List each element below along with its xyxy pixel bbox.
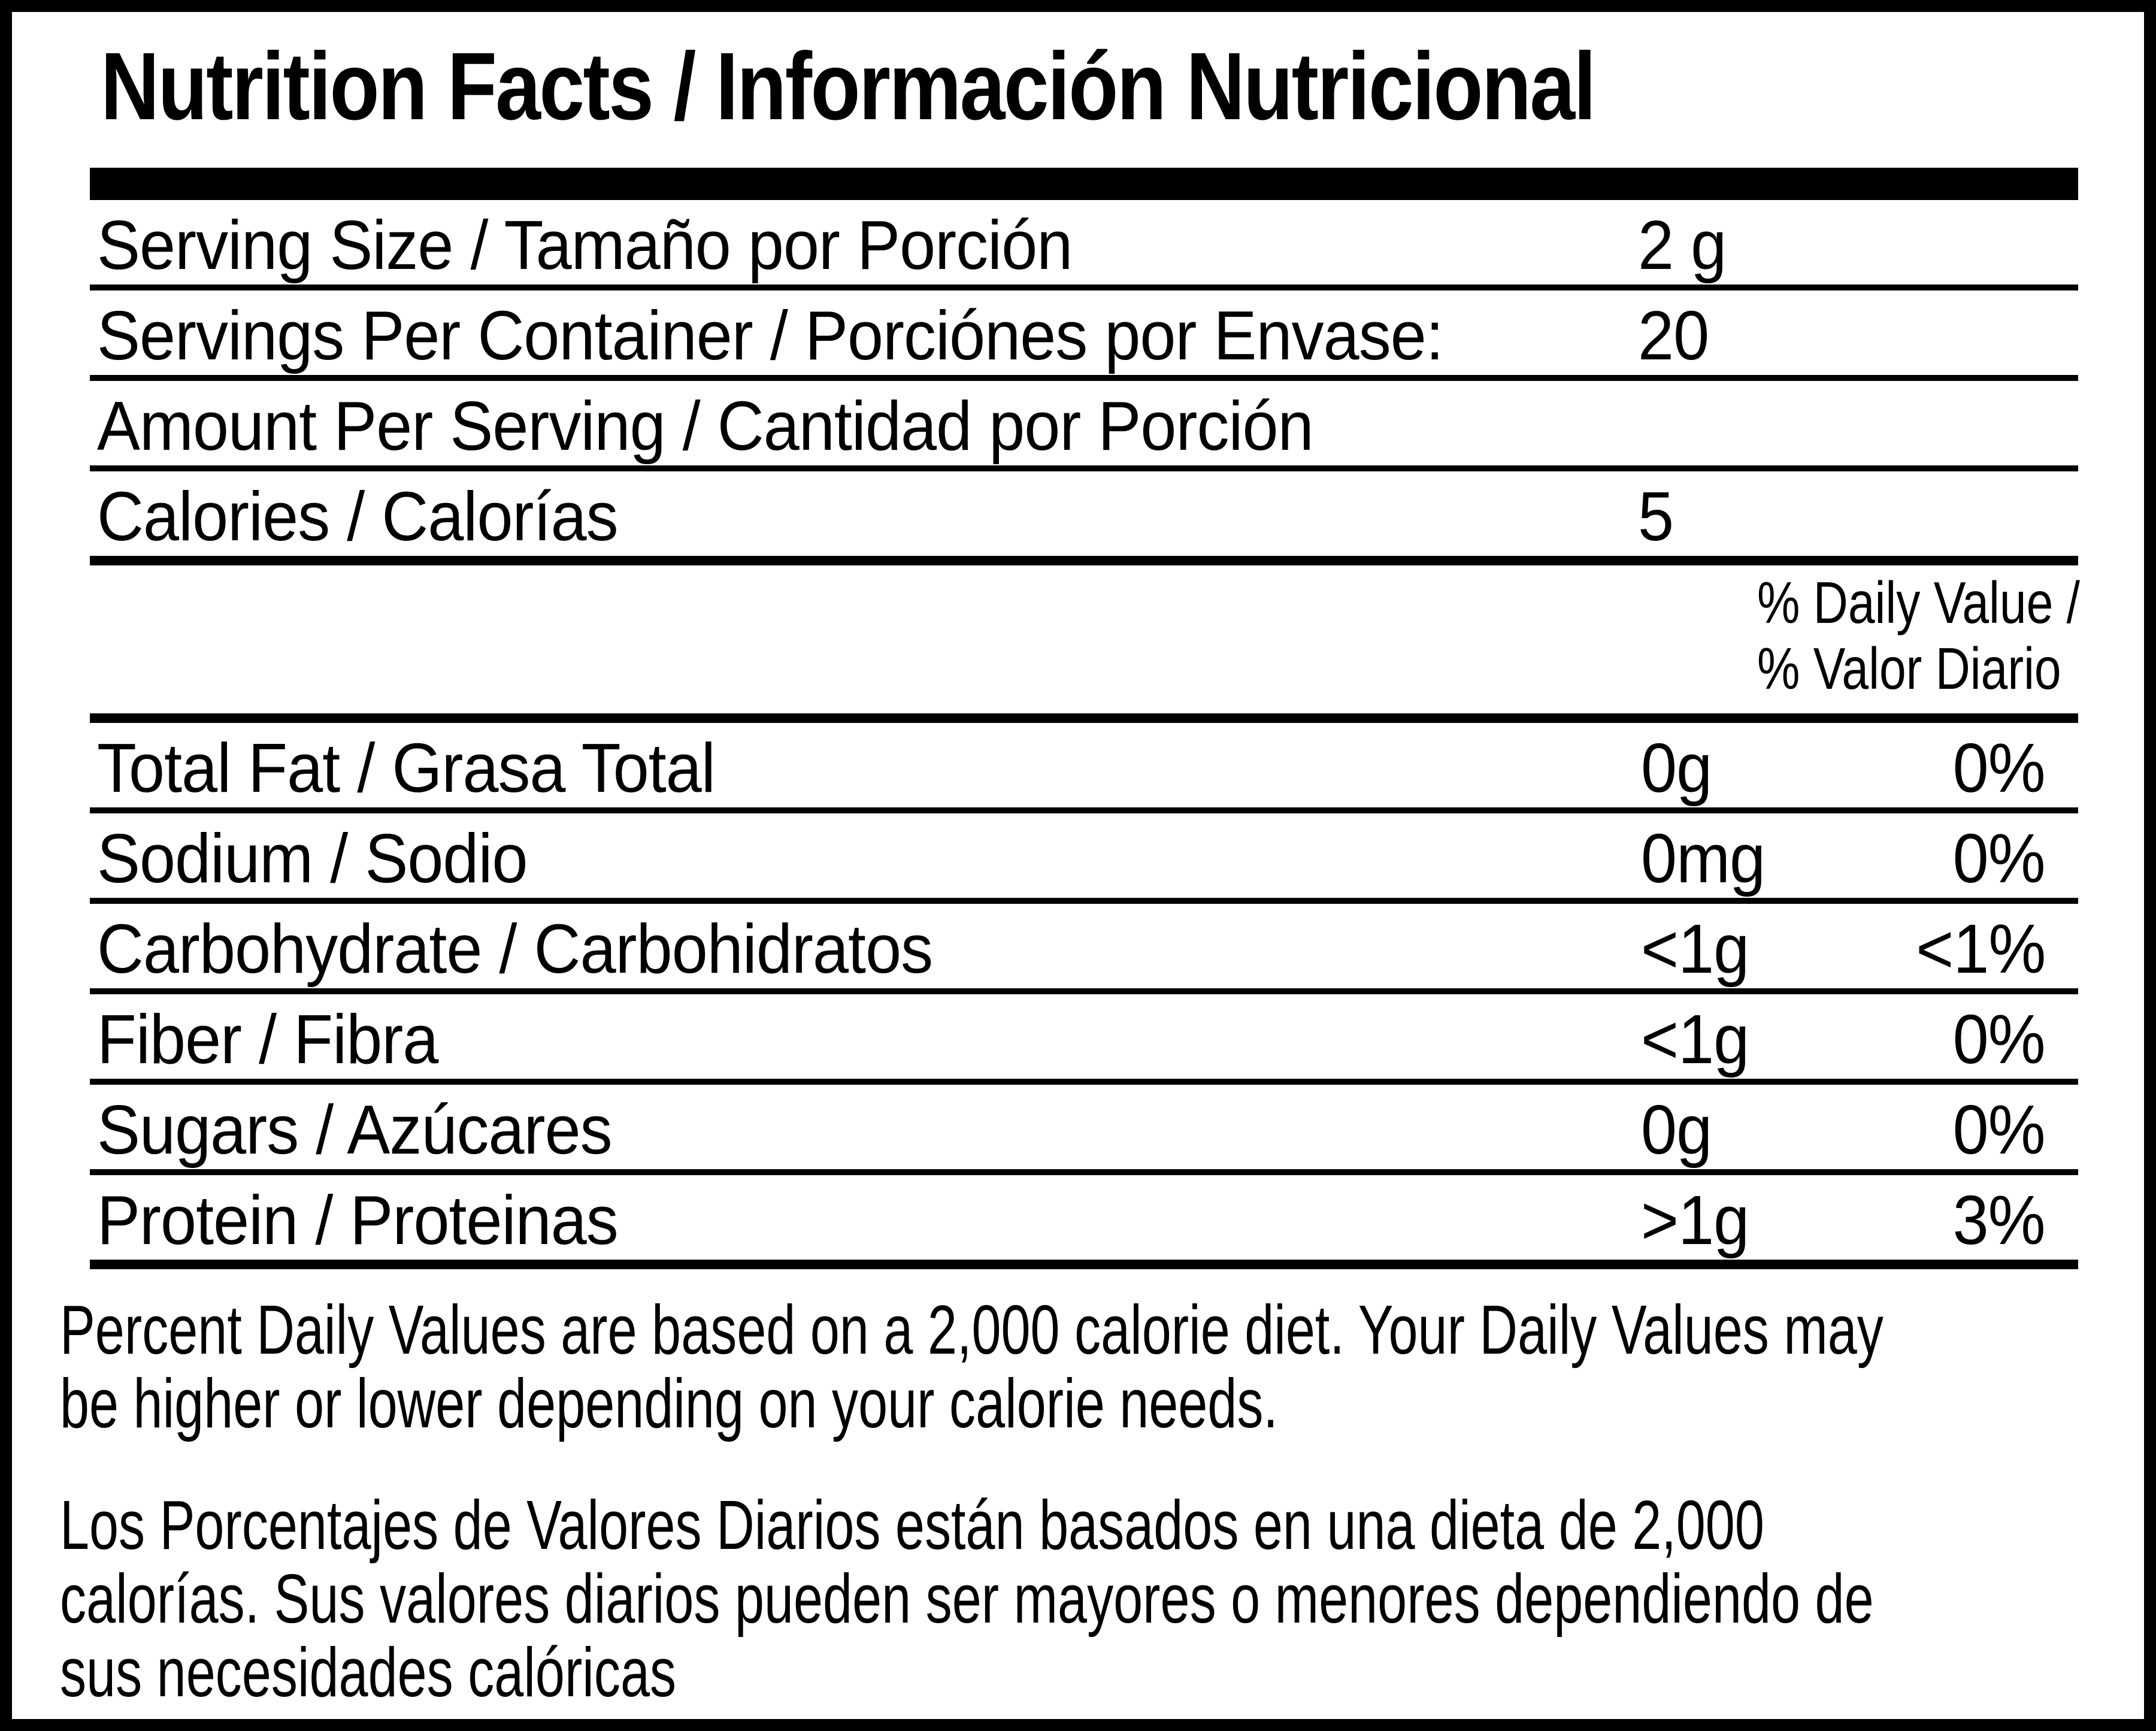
sodium-label: Sodium / Sodio xyxy=(97,819,528,898)
facts-table: Serving Size / Tamaño por Porción 2 g Se… xyxy=(90,200,2080,1270)
fiber-row: Fiber / Fibra <1g 0% xyxy=(90,994,2078,1085)
fiber-amount: <1g xyxy=(1641,1000,1749,1079)
sodium-amount: 0mg xyxy=(1641,819,1766,898)
footnote-spanish: Los Porcentajes de Valores Diarios están… xyxy=(60,1488,2084,1709)
carbohydrate-label: Carbohydrate / Carbohidratos xyxy=(97,910,933,988)
sodium-row: Sodium / Sodio 0mg 0% xyxy=(90,813,2078,904)
total-fat-daily-value: 0% xyxy=(1952,729,2046,807)
daily-value-header-en: % Daily Value / xyxy=(1757,569,2080,635)
label-title-text: Nutrition Facts / Información Nutriciona… xyxy=(101,32,1596,140)
amount-per-serving-label: Amount Per Serving / Cantidad por Porció… xyxy=(97,386,1314,465)
protein-label: Protein / Proteinas xyxy=(97,1181,619,1260)
footnote-es-line1: Los Porcentajes de Valores Diarios están… xyxy=(60,1485,1764,1564)
label-title: Nutrition Facts / Información Nutriciona… xyxy=(101,38,2078,134)
serving-size-value: 2 g xyxy=(1638,206,1727,284)
total-fat-amount: 0g xyxy=(1641,729,1712,807)
daily-value-header-lines: % Daily Value / % Valor Diario xyxy=(1757,569,2080,702)
carbohydrate-daily-value: <1% xyxy=(1915,910,2046,988)
serving-size-row: Serving Size / Tamaño por Porción 2 g xyxy=(90,200,2078,290)
servings-per-container-value: 20 xyxy=(1638,296,1709,374)
daily-value-header: % Daily Value / % Valor Diario xyxy=(90,565,2080,724)
protein-amount: >1g xyxy=(1641,1181,1749,1260)
serving-size-label: Serving Size / Tamaño por Porción xyxy=(97,206,1073,284)
label-sheet: Nutrition Facts / Información Nutriciona… xyxy=(12,12,2144,1719)
sodium-daily-value: 0% xyxy=(1952,819,2046,898)
amount-per-serving-row: Amount Per Serving / Cantidad por Porció… xyxy=(90,381,2078,471)
sugars-amount: 0g xyxy=(1641,1091,1712,1169)
servings-per-container-row: Servings Per Container / Porciónes por E… xyxy=(90,290,2078,381)
footnote-english: Percent Daily Values are based on a 2,00… xyxy=(60,1293,2084,1441)
fiber-label: Fiber / Fibra xyxy=(97,1000,438,1079)
servings-per-container-label: Servings Per Container / Porciónes por E… xyxy=(97,296,1444,374)
sugars-daily-value: 0% xyxy=(1952,1091,2046,1169)
carbohydrate-amount: <1g xyxy=(1641,910,1749,988)
protein-daily-value: 3% xyxy=(1952,1181,2046,1260)
calories-label: Calories / Calorías xyxy=(97,477,619,555)
calories-row: Calories / Calorías 5 xyxy=(90,471,2078,565)
protein-row: Protein / Proteinas >1g 3% xyxy=(90,1175,2078,1270)
footnotes: Percent Daily Values are based on a 2,00… xyxy=(60,1293,2084,1709)
title-divider-bar xyxy=(90,168,2078,200)
fiber-daily-value: 0% xyxy=(1952,1000,2046,1079)
carbohydrate-row: Carbohydrate / Carbohidratos <1g <1% xyxy=(90,904,2078,995)
calories-value: 5 xyxy=(1638,477,1674,555)
amount-per-serving-value xyxy=(1638,389,2078,463)
sugars-label: Sugars / Azúcares xyxy=(97,1091,613,1169)
total-fat-row: Total Fat / Grasa Total 0g 0% xyxy=(90,723,2078,814)
total-fat-label: Total Fat / Grasa Total xyxy=(97,729,716,807)
footnote-es-line3: sus necesidades calóricas xyxy=(60,1633,677,1711)
sugars-row: Sugars / Azúcares 0g 0% xyxy=(90,1085,2078,1176)
footnote-en-line1: Percent Daily Values are based on a 2,00… xyxy=(60,1291,1884,1369)
daily-value-header-es: % Valor Diario xyxy=(1757,635,2061,701)
footnote-es-line2: calorías. Sus valores diarios pueden ser… xyxy=(60,1559,1874,1638)
footnote-en-line2: be higher or lower depending on your cal… xyxy=(60,1364,1278,1442)
